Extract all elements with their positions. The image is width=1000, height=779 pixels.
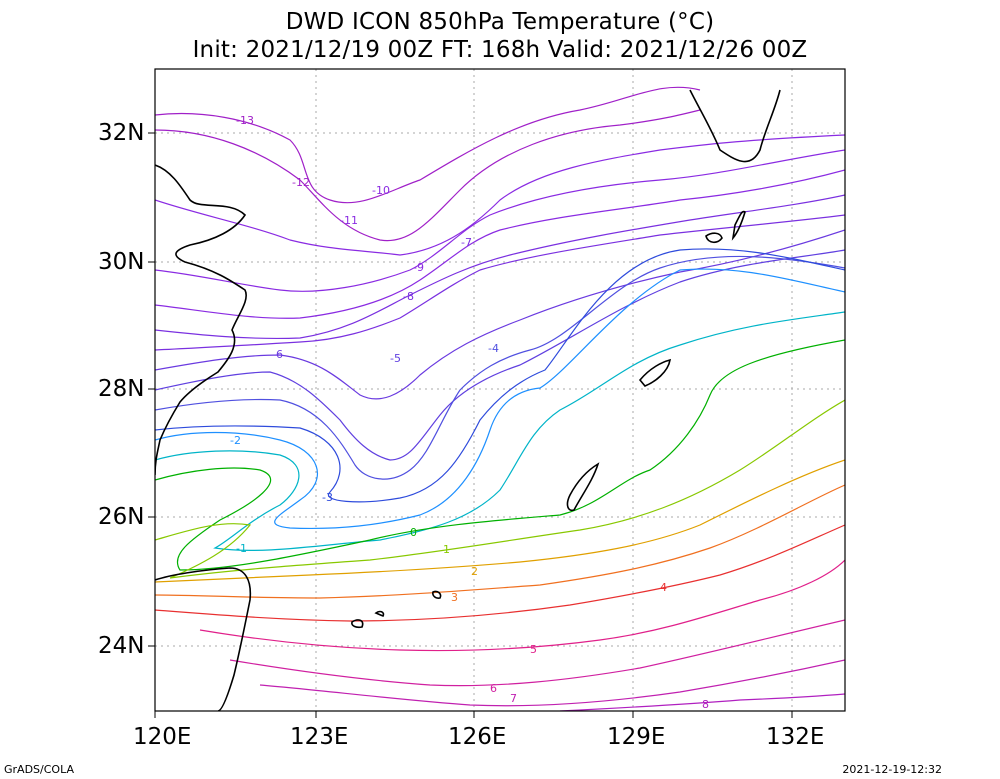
contour-label: -13 [236,114,254,127]
contour-minus9 [155,169,845,319]
contour-label: 3 [451,591,458,604]
contour-minus3 [155,248,845,503]
contour-label: -1 [236,542,247,555]
map-subtitle: Init: 2021/12/19 00Z FT: 168h Valid: 202… [192,37,808,63]
contour-3 [155,484,845,599]
contour-4 [155,524,845,622]
contour-minus8 [155,194,845,340]
contour-label: 2 [471,565,478,578]
map-title: DWD ICON 850hPa Temperature (°C) [285,9,715,35]
y-tick-label: 32N [98,120,145,146]
contour-label: -9 [413,261,424,274]
contour-label: -2 [230,434,241,447]
taiwan-coast [155,567,252,711]
footer-credit: GrADS/COLA [4,763,74,776]
coastline [155,89,781,711]
contour-label: 0 [410,526,417,539]
contour-minus7 [155,214,845,351]
okinawa-island [566,462,600,512]
china-coast [155,164,247,476]
contour-minus10 [155,149,845,292]
contour-label: -4 [488,342,499,355]
contour-7 [259,659,845,707]
grid-lines [155,69,845,711]
contour-6 [229,619,845,687]
x-tick-label: 120E [133,724,192,750]
contour-label: 7 [510,692,517,705]
contour-label: -10 [372,184,390,197]
yonaguni-island [374,610,385,618]
plot-frame [154,68,846,712]
contour-label: 6 [490,682,497,695]
contour-minus6 [155,229,845,400]
y-tick-label: 26N [98,504,145,530]
contour-label: 4 [660,581,667,594]
x-tick-label: 126E [448,724,507,750]
contour-label: 5 [530,643,537,656]
x-tick-label: 123E [290,724,349,750]
ishigaki-island [351,619,364,629]
contour-label: -8 [403,290,414,303]
contour-minus12 [155,109,701,242]
contour-label: -3 [322,491,333,504]
y-tick-label: 24N [98,633,145,659]
contour-label: 8 [702,698,709,711]
contour-minus4 [155,255,845,480]
contour-minus2 [155,268,845,530]
x-tick-label: 132E [766,724,825,750]
contour-5 [199,559,845,652]
footer-timestamp: 2021-12-19-12:32 [842,763,942,776]
contour-label: -6 [272,348,283,361]
tick-marks [148,132,793,718]
contour-label: -12 [292,176,310,189]
miyako-island [432,590,442,599]
tanegashima [731,210,746,241]
contour-1 [155,399,845,579]
kyushu-coast [689,89,781,163]
contour-label: -11 [340,214,358,227]
amami-island [638,358,671,387]
contour-label-group: -13 -12 -11 -10 -9 -8 -7 -6 -5 -4 -3 -2 … [230,114,709,711]
yakushima [705,232,723,244]
contour-minus5 [155,249,845,461]
y-tick-label: 30N [98,249,145,275]
x-tick-label: 129E [607,724,666,750]
contour-label: -7 [461,236,472,249]
contour-lines [155,86,845,711]
contour-label: -5 [390,352,401,365]
contour-minus1 [155,311,845,552]
contour-0 [155,339,845,571]
contour-minus11 [155,134,845,256]
contour-label: 1 [443,543,450,556]
y-tick-label: 28N [98,376,145,402]
contour-2 [155,459,845,583]
contour-8 [559,693,845,711]
contour-minus13 [155,86,701,204]
